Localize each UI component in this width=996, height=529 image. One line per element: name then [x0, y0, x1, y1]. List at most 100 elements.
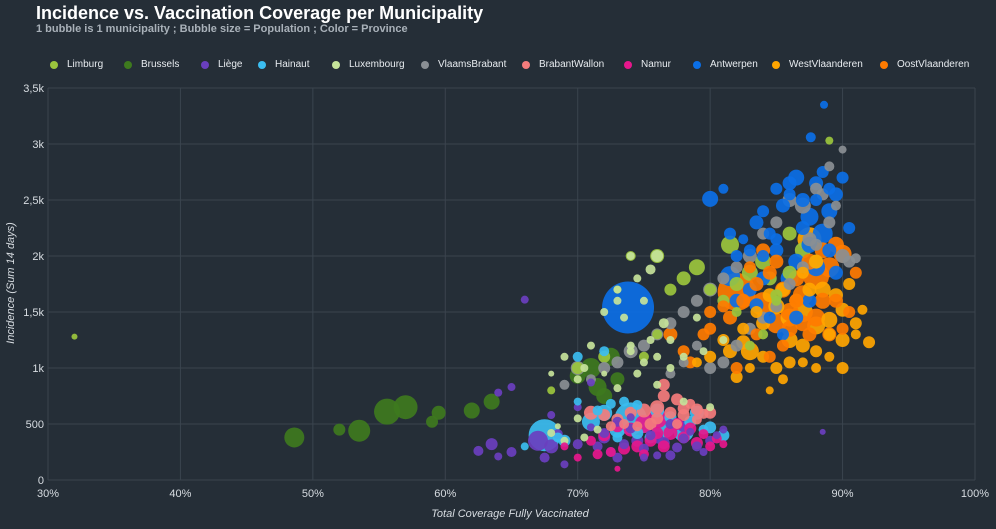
- bubble-antwerpen[interactable]: [602, 281, 655, 334]
- bubble-oostvlaanderen[interactable]: [663, 327, 678, 342]
- bubble-westvlaanderen[interactable]: [691, 357, 702, 368]
- bubble-liège[interactable]: [665, 450, 676, 461]
- bubble-antwerpen[interactable]: [843, 222, 856, 234]
- bubble-namur[interactable]: [719, 440, 728, 449]
- bubble-westvlaanderen[interactable]: [821, 311, 838, 328]
- bubble-liège[interactable]: [599, 427, 610, 438]
- bubble-oostvlaanderen[interactable]: [769, 254, 784, 269]
- bubble-limburg[interactable]: [547, 386, 556, 395]
- bubble-vlaamsbrabant[interactable]: [717, 272, 730, 285]
- bubble-vlaamsbrabant[interactable]: [823, 216, 836, 229]
- bubble-liège[interactable]: [819, 428, 826, 435]
- bubble-oostvlaanderen[interactable]: [736, 293, 751, 308]
- bubble-namur[interactable]: [657, 440, 670, 453]
- bubble-luxembourg[interactable]: [666, 336, 675, 344]
- bubble-luxembourg[interactable]: [653, 380, 662, 389]
- bubble-vlaamsbrabant[interactable]: [730, 261, 743, 274]
- bubble-namur[interactable]: [585, 435, 596, 446]
- bubble-luxembourg[interactable]: [633, 274, 642, 283]
- bubble-limburg[interactable]: [71, 333, 78, 340]
- bubble-namur[interactable]: [605, 447, 616, 457]
- bubble-antwerpen[interactable]: [770, 182, 783, 195]
- bubble-westvlaanderen[interactable]: [765, 386, 774, 395]
- bubble-brussels[interactable]: [393, 395, 418, 420]
- bubble-antwerpen[interactable]: [763, 311, 776, 324]
- bubble-limburg[interactable]: [676, 271, 691, 286]
- bubble-antwerpen[interactable]: [782, 176, 797, 191]
- bubble-westvlaanderen[interactable]: [744, 363, 755, 373]
- bubble-antwerpen[interactable]: [776, 328, 789, 341]
- bubble-oostvlaanderen[interactable]: [762, 265, 777, 280]
- bubble-westvlaanderen[interactable]: [849, 317, 862, 330]
- bubble-liège[interactable]: [539, 452, 550, 463]
- bubble-antwerpen[interactable]: [775, 198, 790, 213]
- bubble-vlaamsbrabant[interactable]: [677, 306, 690, 318]
- bubble-liège[interactable]: [507, 383, 516, 392]
- bubble-liège[interactable]: [520, 295, 529, 304]
- bubble-vlaamsbrabant[interactable]: [838, 145, 847, 154]
- bubble-luxembourg[interactable]: [679, 352, 688, 361]
- bubble-westvlaanderen[interactable]: [809, 254, 824, 269]
- bubble-brabantwallon[interactable]: [677, 409, 690, 422]
- bubble-luxembourg[interactable]: [613, 384, 622, 393]
- bubble-vlaamsbrabant[interactable]: [730, 339, 743, 352]
- bubble-westvlaanderen[interactable]: [750, 306, 763, 318]
- legend-item-antwerpen[interactable]: Antwerpen: [693, 59, 758, 70]
- bubble-brabantwallon[interactable]: [664, 406, 677, 419]
- bubble-vlaamsbrabant[interactable]: [704, 362, 717, 374]
- bubble-luxembourg[interactable]: [600, 308, 609, 316]
- bubble-oostvlaanderen[interactable]: [730, 362, 743, 374]
- bubble-westvlaanderen[interactable]: [783, 356, 796, 369]
- bubble-luxembourg[interactable]: [639, 358, 648, 367]
- bubble-limburg[interactable]: [782, 265, 797, 280]
- bubble-antwerpen[interactable]: [812, 223, 833, 244]
- bubble-hainaut[interactable]: [520, 442, 529, 451]
- bubble-namur[interactable]: [573, 453, 582, 462]
- bubble-oostvlaanderen[interactable]: [849, 266, 862, 279]
- bubble-limburg[interactable]: [758, 329, 769, 340]
- bubble-brussels[interactable]: [463, 402, 480, 419]
- bubble-liège[interactable]: [639, 453, 648, 462]
- bubble-vlaamsbrabant[interactable]: [611, 356, 624, 369]
- legend-item-brabantwallon[interactable]: BrabantWallon: [522, 59, 604, 70]
- bubble-westvlaanderen[interactable]: [796, 266, 809, 279]
- bubble-oostvlaanderen[interactable]: [828, 293, 843, 308]
- bubble-limburg[interactable]: [731, 307, 742, 317]
- bubble-liège[interactable]: [712, 431, 721, 440]
- bubble-luxembourg[interactable]: [679, 397, 688, 406]
- bubble-antwerpen[interactable]: [795, 221, 810, 235]
- bubble-antwerpen[interactable]: [770, 233, 783, 246]
- bubble-liège[interactable]: [612, 452, 623, 463]
- bubble-luxembourg[interactable]: [620, 313, 629, 322]
- bubble-westvlaanderen[interactable]: [795, 338, 810, 353]
- bubble-luxembourg[interactable]: [706, 403, 715, 412]
- bubble-westvlaanderen[interactable]: [843, 278, 856, 290]
- bubble-westvlaanderen[interactable]: [737, 322, 750, 335]
- bubble-antwerpen[interactable]: [802, 293, 817, 308]
- bubble-oostvlaanderen[interactable]: [789, 293, 804, 308]
- bubble-vlaamsbrabant[interactable]: [559, 379, 570, 390]
- bubble-brabantwallon[interactable]: [691, 414, 702, 425]
- bubble-hainaut[interactable]: [592, 405, 603, 416]
- bubble-antwerpen[interactable]: [749, 215, 764, 230]
- legend-item-luxembourg[interactable]: Luxembourg: [332, 59, 405, 70]
- bubble-vlaamsbrabant[interactable]: [690, 294, 703, 307]
- bubble-westvlaanderen[interactable]: [777, 374, 788, 385]
- bubble-limburg[interactable]: [825, 136, 834, 145]
- bubble-limburg[interactable]: [782, 226, 797, 241]
- bubble-brussels[interactable]: [483, 393, 500, 410]
- bubble-oostvlaanderen[interactable]: [814, 292, 831, 309]
- bubble-limburg[interactable]: [721, 235, 740, 254]
- bubble-oostvlaanderen[interactable]: [843, 306, 856, 318]
- bubble-hainaut[interactable]: [612, 432, 623, 443]
- bubble-westvlaanderen[interactable]: [823, 328, 836, 341]
- bubble-oostvlaanderen[interactable]: [697, 328, 710, 341]
- bubble-oostvlaanderen[interactable]: [743, 261, 756, 274]
- bubble-limburg[interactable]: [664, 283, 677, 296]
- bubble-namur[interactable]: [614, 465, 621, 472]
- bubble-liège[interactable]: [572, 439, 583, 450]
- bubble-liège[interactable]: [653, 451, 662, 460]
- bubble-liège[interactable]: [626, 413, 635, 422]
- bubble-luxembourg[interactable]: [573, 414, 582, 423]
- bubble-vlaamsbrabant[interactable]: [598, 362, 611, 374]
